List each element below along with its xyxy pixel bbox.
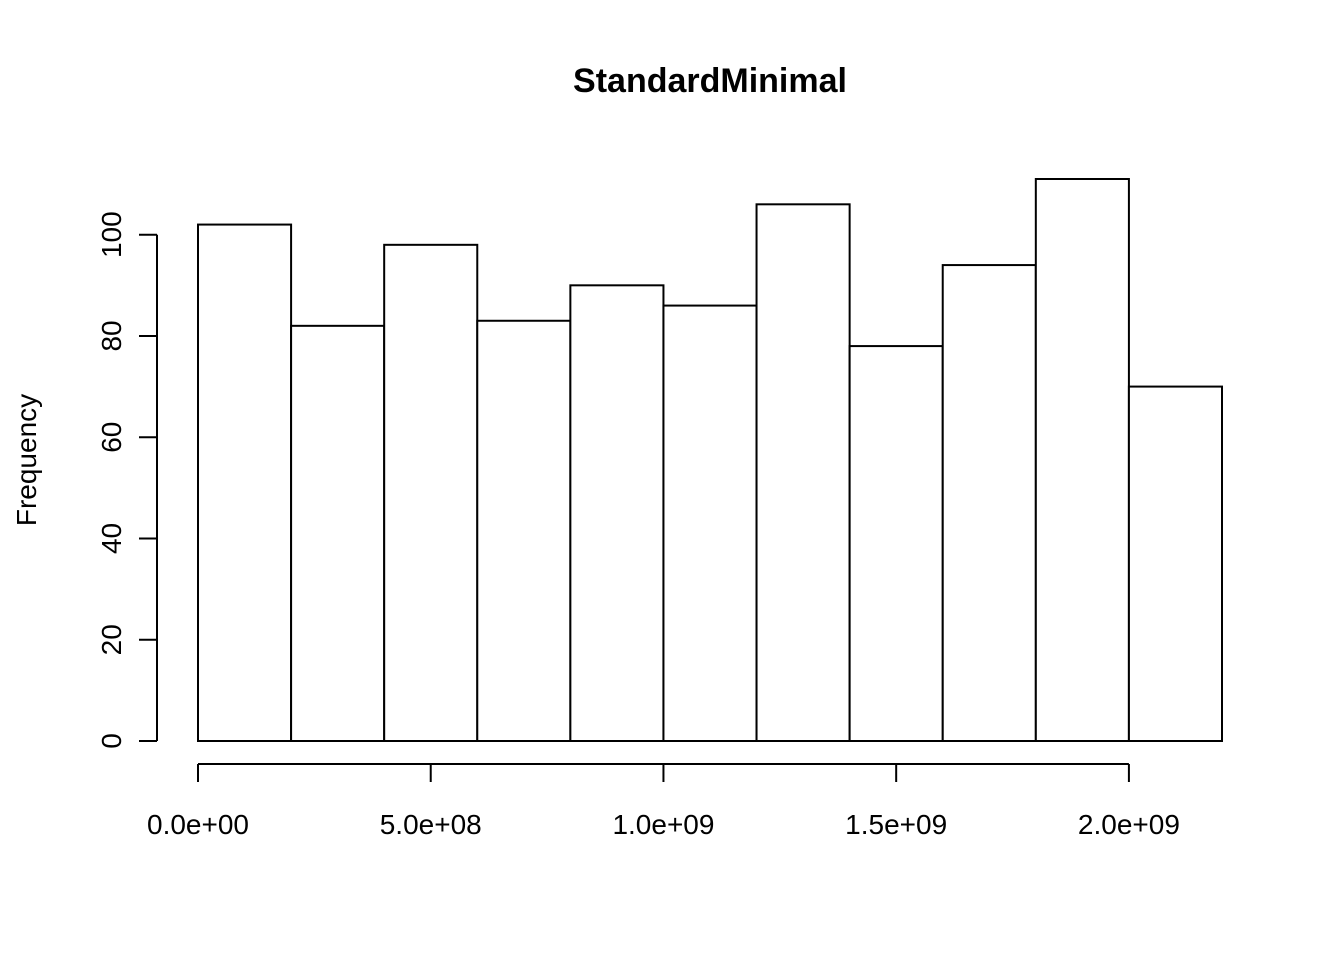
histogram-bar: [1034, 178, 1130, 742]
histogram-bar: [662, 304, 758, 742]
x-tick-label: 0.0e+00: [147, 809, 249, 840]
x-tick-label: 1.0e+09: [612, 809, 714, 840]
y-tick-label: 60: [96, 422, 127, 453]
histogram-bar: [1127, 385, 1223, 742]
histogram-bar: [848, 345, 944, 742]
histogram-bar: [941, 264, 1037, 742]
y-tick-label: 80: [96, 320, 127, 351]
x-tick-label: 5.0e+08: [380, 809, 482, 840]
x-tick-label: 2.0e+09: [1078, 809, 1180, 840]
histogram-bar: [569, 284, 665, 742]
y-axis-label: Frequency: [11, 394, 42, 526]
chart-title: StandardMinimal: [573, 62, 847, 100]
y-tick-label: 20: [96, 624, 127, 655]
x-tick-label: 1.5e+09: [845, 809, 947, 840]
histogram-bar: [197, 223, 293, 742]
histogram-bar: [476, 319, 572, 742]
histogram-bar: [755, 203, 851, 743]
y-tick-label: 40: [96, 523, 127, 554]
x-axis: 0.0e+00 5.0e+08 1.0e+09 1.5e+09 2.0e+09: [147, 763, 1180, 840]
histogram-bar: [290, 324, 386, 742]
histogram-bar: [383, 243, 479, 742]
y-axis: 0 20 40 60 80 100: [96, 211, 158, 749]
y-tick-label: 100: [96, 211, 127, 258]
bars-group: [197, 178, 1223, 743]
y-tick-label: 0: [96, 733, 127, 749]
